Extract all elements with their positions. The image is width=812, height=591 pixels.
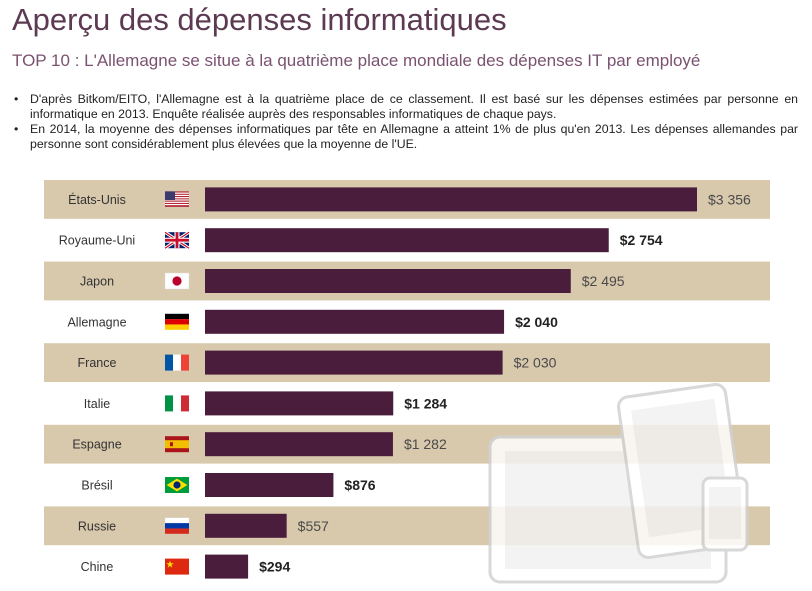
bullet-list: D'après Bitkom/EITO, l'Allemagne est à l…	[12, 92, 798, 152]
category-label: Japon	[80, 275, 114, 289]
bar	[205, 391, 394, 416]
category-label: Italie	[84, 397, 110, 411]
device-illustration	[488, 383, 749, 584]
category-label: Russie	[78, 519, 116, 533]
page-subtitle: TOP 10 : L'Allemagne se situe à la quatr…	[12, 51, 701, 70]
uk-flag-icon	[164, 230, 190, 250]
bar	[205, 187, 697, 212]
category-label: Allemagne	[67, 315, 126, 329]
bar	[205, 554, 249, 579]
bullet-item: En 2014, la moyenne des dépenses informa…	[12, 122, 798, 152]
us-flag-icon	[165, 191, 189, 207]
value-label: $876	[344, 477, 375, 493]
bullet-item: D'après Bitkom/EITO, l'Allemagne est à l…	[12, 92, 798, 122]
spain-flag-icon	[165, 436, 189, 453]
bar	[205, 228, 609, 253]
bar	[205, 473, 334, 497]
value-label: $1 284	[404, 395, 447, 411]
japan-flag-icon	[164, 272, 190, 290]
bar	[205, 432, 393, 457]
bars	[205, 187, 697, 579]
value-label: $2 495	[582, 273, 625, 289]
russia-flag-icon	[164, 517, 190, 534]
value-label: $1 282	[404, 436, 447, 452]
germany-flag-icon	[165, 313, 189, 330]
category-label: Royaume-Uni	[59, 234, 135, 248]
category-labels: États-Unis Royaume-Uni Japon Allemagne Franc…	[59, 192, 135, 574]
value-label: $2 040	[515, 314, 558, 330]
flag-icons	[164, 191, 190, 575]
italy-flag-icon	[165, 395, 189, 412]
brazil-flag-icon	[165, 477, 189, 493]
bar	[205, 269, 571, 293]
china-flag-icon	[165, 558, 189, 575]
value-label: $557	[298, 518, 329, 534]
phone-icon	[701, 476, 749, 552]
value-label: $2 030	[514, 355, 557, 371]
value-label: $3 356	[708, 191, 751, 207]
category-label: États-Unis	[68, 192, 126, 207]
bar	[205, 309, 505, 334]
value-label: $2 754	[620, 232, 663, 248]
category-label: France	[78, 356, 117, 370]
france-flag-icon	[165, 354, 189, 371]
page-title: Aperçu des dépenses informatiques	[12, 2, 507, 37]
bar	[205, 350, 503, 375]
category-label: Chine	[81, 560, 114, 574]
category-label: Brésil	[81, 479, 112, 493]
bar	[205, 513, 287, 538]
value-labels: $3 356 $2 754 $2 495 $2 040 $2 030 $1 284 $1 2…	[259, 191, 751, 574]
category-label: Espagne	[72, 438, 121, 452]
value-label: $294	[259, 559, 290, 575]
